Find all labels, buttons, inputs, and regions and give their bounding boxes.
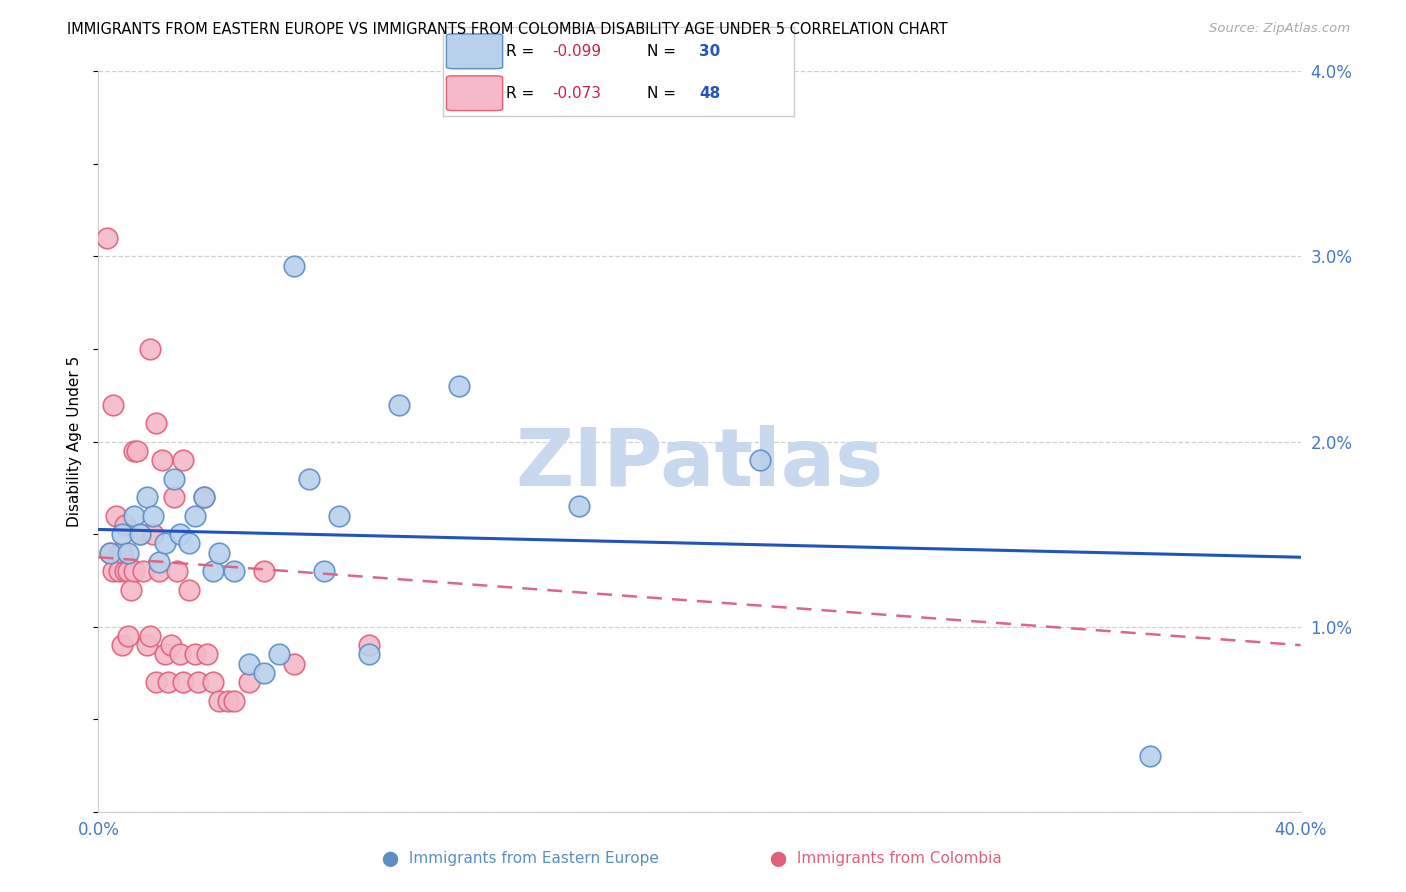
Point [568, 500, 591, 514]
Point [177, 582, 200, 597]
Point [357, 648, 380, 662]
Point [162, 490, 184, 504]
Point [129, 527, 152, 541]
Text: ZIPatlas: ZIPatlas [516, 425, 883, 503]
Point [129, 527, 152, 541]
Point [283, 259, 305, 273]
Point [111, 545, 134, 560]
Point [117, 545, 139, 560]
Point [111, 527, 134, 541]
Point [159, 638, 181, 652]
Point [388, 398, 411, 412]
FancyBboxPatch shape [447, 76, 503, 111]
Point [103, 564, 125, 578]
Point [208, 545, 231, 560]
Point [127, 443, 149, 458]
Point [1139, 749, 1161, 764]
Point [124, 564, 146, 578]
Point [162, 471, 184, 485]
Point [117, 629, 139, 643]
Point [447, 379, 470, 393]
Point [100, 545, 122, 560]
Point [141, 508, 163, 523]
Point [201, 564, 224, 578]
Text: 48: 48 [699, 87, 721, 101]
Y-axis label: Disability Age Under 5: Disability Age Under 5 [67, 356, 83, 527]
Point [169, 648, 191, 662]
Point [267, 648, 290, 662]
Point [217, 694, 239, 708]
Point [253, 564, 276, 578]
Point [253, 665, 276, 680]
Point [222, 694, 245, 708]
Point [357, 638, 380, 652]
Point [156, 675, 179, 690]
Text: R =: R = [506, 45, 540, 59]
Text: N =: N = [647, 45, 681, 59]
Point [145, 675, 167, 690]
Text: N =: N = [647, 87, 681, 101]
Point [117, 564, 139, 578]
Point [172, 675, 194, 690]
Point [208, 694, 231, 708]
Point [138, 342, 160, 356]
Text: R =: R = [506, 87, 540, 101]
Point [148, 564, 170, 578]
FancyBboxPatch shape [447, 34, 503, 69]
Point [312, 564, 335, 578]
Point [138, 629, 160, 643]
Point [100, 545, 122, 560]
Point [153, 536, 176, 550]
Point [183, 508, 205, 523]
Point [96, 231, 118, 245]
Point [238, 675, 260, 690]
Point [193, 490, 215, 504]
Point [132, 564, 155, 578]
Point [169, 527, 191, 541]
Text: 30: 30 [699, 45, 721, 59]
Point [222, 564, 245, 578]
Point [201, 675, 224, 690]
Point [121, 582, 143, 597]
Point [328, 508, 350, 523]
Point [114, 517, 136, 532]
Point [141, 527, 163, 541]
Point [150, 453, 173, 467]
Text: ⬤  Immigrants from Eastern Europe: ⬤ Immigrants from Eastern Europe [382, 851, 658, 867]
Point [114, 564, 136, 578]
Point [145, 416, 167, 430]
Text: ⬤  Immigrants from Colombia: ⬤ Immigrants from Colombia [770, 851, 1001, 867]
Text: Source: ZipAtlas.com: Source: ZipAtlas.com [1209, 22, 1350, 36]
Point [238, 657, 260, 671]
Point [135, 490, 157, 504]
Point [148, 555, 170, 569]
Point [298, 471, 321, 485]
Point [135, 638, 157, 652]
Point [105, 508, 128, 523]
Point [108, 545, 131, 560]
Point [748, 453, 770, 467]
Point [103, 398, 125, 412]
Point [195, 648, 218, 662]
Point [183, 648, 205, 662]
Text: -0.099: -0.099 [551, 45, 600, 59]
Point [124, 508, 146, 523]
Point [124, 443, 146, 458]
Point [166, 564, 188, 578]
Point [193, 490, 215, 504]
Point [187, 675, 209, 690]
Point [177, 536, 200, 550]
Point [172, 453, 194, 467]
Point [111, 638, 134, 652]
Text: IMMIGRANTS FROM EASTERN EUROPE VS IMMIGRANTS FROM COLOMBIA DISABILITY AGE UNDER : IMMIGRANTS FROM EASTERN EUROPE VS IMMIGR… [67, 22, 948, 37]
Point [108, 564, 131, 578]
Point [283, 657, 305, 671]
Point [153, 648, 176, 662]
Text: -0.073: -0.073 [551, 87, 600, 101]
